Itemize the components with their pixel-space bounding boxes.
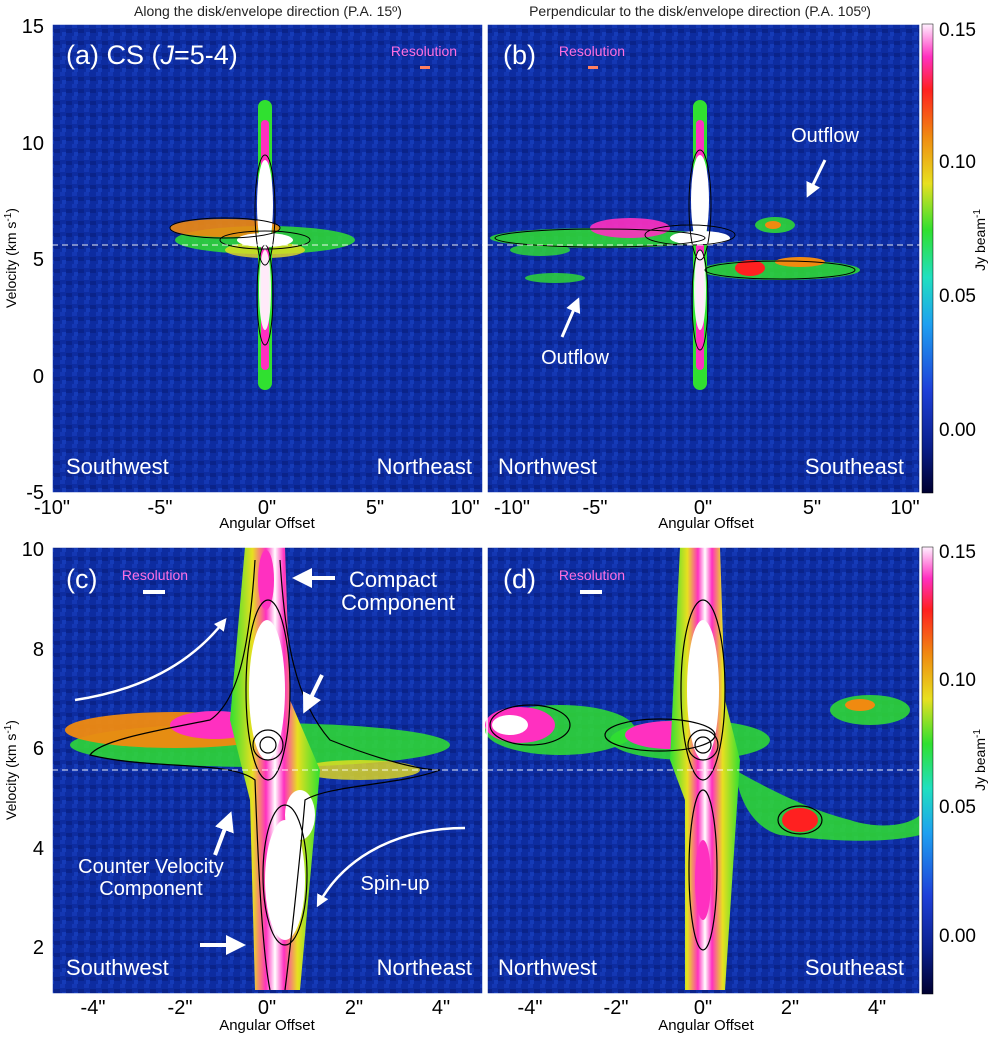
panel-b-right-dir: Southeast [805, 454, 904, 479]
svg-text:Component: Component [99, 878, 203, 900]
svg-text:Compact: Compact [349, 567, 437, 592]
svg-text:10": 10" [450, 497, 479, 519]
svg-text:-2": -2" [168, 997, 193, 1019]
resolution-a: Resolution [391, 43, 457, 69]
svg-text:-4": -4" [81, 997, 106, 1019]
svg-text:-10": -10" [34, 497, 70, 519]
panel-b-x-ticks: -10" -5" 0" 5" 10" [494, 497, 920, 519]
panel-c-x-label: Angular Offset [219, 1017, 315, 1034]
panel-d-right-dir: Southeast [805, 955, 904, 980]
svg-text:Spin-up: Spin-up [361, 873, 430, 895]
svg-text:-5: -5 [26, 482, 44, 504]
svg-text:2": 2" [781, 997, 799, 1019]
panel-a-emission [169, 100, 355, 390]
panel-c-x-ticks: -4" -2" 0" 2" 4" [81, 997, 451, 1019]
panel-b-label: (b) [503, 40, 536, 70]
svg-text:-5": -5" [148, 497, 173, 519]
title-left: Along the disk/envelope direction (P.A. … [134, 3, 402, 19]
svg-text:5": 5" [366, 497, 384, 519]
panel-d-left-dir: Northwest [498, 955, 597, 980]
panel-d-label: (d) [503, 564, 536, 594]
svg-text:0.05: 0.05 [939, 286, 976, 307]
panel-a-x-label: Angular Offset [219, 515, 315, 532]
panel-c-annotations: Compact Component Counter Velocity Compo… [74, 567, 466, 955]
svg-text:5: 5 [33, 249, 44, 271]
panel-d-x-ticks: -4" -2" 0" 2" 4" [518, 997, 887, 1019]
svg-text:0": 0" [258, 997, 276, 1019]
svg-text:4": 4" [432, 997, 450, 1019]
svg-text:0": 0" [258, 497, 276, 519]
panel-d-emission [485, 547, 920, 990]
panel-c-emission [65, 547, 450, 991]
svg-text:6: 6 [33, 738, 44, 760]
panel-d-x-label: Angular Offset [658, 1017, 754, 1034]
svg-text:Counter Velocity: Counter Velocity [78, 856, 224, 878]
svg-text:Outflow: Outflow [791, 125, 859, 147]
svg-text:0": 0" [694, 997, 712, 1019]
svg-text:Resolution: Resolution [122, 567, 188, 583]
svg-text:Outflow: Outflow [541, 347, 609, 369]
panel-a-y-label: Velocity (km s-1) [3, 208, 20, 308]
svg-text:2: 2 [33, 937, 44, 959]
panel-c-left-dir: Southwest [66, 955, 169, 980]
svg-text:Resolution: Resolution [559, 43, 625, 59]
panel-a-right-dir: Northeast [377, 454, 472, 479]
resolution-b: Resolution [559, 43, 625, 69]
svg-text:Component: Component [341, 590, 455, 615]
panel-c-right-dir: Northeast [377, 955, 472, 980]
svg-text:10: 10 [22, 133, 44, 155]
svg-text:15: 15 [22, 16, 44, 38]
svg-text:8: 8 [33, 639, 44, 661]
panel-a-left-dir: Southwest [66, 454, 169, 479]
svg-text:-2": -2" [604, 997, 629, 1019]
svg-text:0.15: 0.15 [939, 20, 976, 41]
svg-text:0.05: 0.05 [939, 797, 976, 818]
svg-text:2": 2" [345, 997, 363, 1019]
svg-text:Jy beam-1: Jy beam-1 [972, 729, 989, 791]
systemic-velocity-lines [52, 244, 920, 771]
svg-text:4: 4 [33, 838, 44, 860]
title-right: Perpendicular to the disk/envelope direc… [529, 3, 871, 19]
panel-b-x-label: Angular Offset [658, 515, 754, 532]
svg-text:4": 4" [868, 997, 886, 1019]
svg-text:Jy beam-1: Jy beam-1 [972, 209, 989, 271]
panel-c-label: (c) [66, 564, 97, 594]
panel-a-label: (a) CS (J=5-4) [66, 40, 238, 70]
panel-a-x-ticks: -10" -5" 0" 5" 10" [34, 497, 480, 519]
resolution-c: Resolution [122, 567, 188, 594]
colorbar-top: 0.15 0.10 0.05 0.00 Jy beam-1 [921, 20, 989, 494]
svg-text:10: 10 [22, 539, 44, 561]
panel-frames [51, 23, 921, 995]
svg-text:0.15: 0.15 [939, 542, 976, 563]
colorbar-bottom: 0.15 0.10 0.05 0.00 Jy beam-1 [921, 542, 989, 995]
svg-text:0.00: 0.00 [939, 420, 976, 441]
svg-text:-4": -4" [518, 997, 543, 1019]
svg-text:Resolution: Resolution [559, 567, 625, 583]
svg-text:0.00: 0.00 [939, 926, 976, 947]
panel-b-annotations: Outflow Outflow [541, 125, 859, 369]
svg-text:Resolution: Resolution [391, 43, 457, 59]
svg-text:0": 0" [694, 497, 712, 519]
svg-text:0.10: 0.10 [939, 152, 976, 173]
resolution-d: Resolution [559, 567, 625, 594]
panel-a-y-ticks: 15 10 5 0 -5 [22, 16, 44, 504]
svg-text:0.10: 0.10 [939, 670, 976, 691]
svg-text:-5": -5" [583, 497, 608, 519]
panel-c-y-ticks: 10 8 6 4 2 [22, 539, 44, 959]
svg-text:0: 0 [33, 366, 44, 388]
svg-text:5": 5" [803, 497, 821, 519]
panel-b-left-dir: Northwest [498, 454, 597, 479]
svg-text:-10": -10" [494, 497, 530, 519]
panel-c-y-label: Velocity (km s-1) [3, 720, 20, 820]
svg-text:10": 10" [890, 497, 919, 519]
